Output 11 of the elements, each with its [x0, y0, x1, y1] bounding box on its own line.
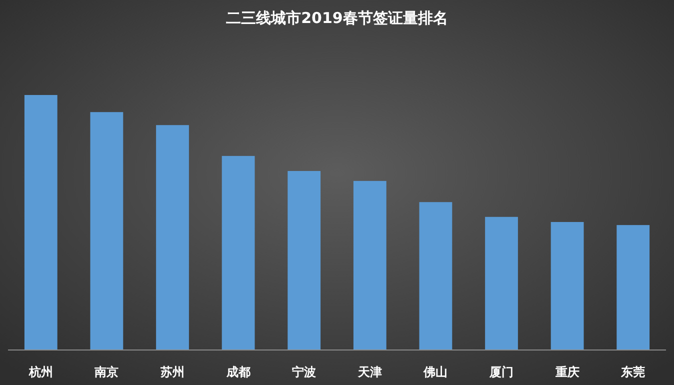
x-tick-label: 东莞 [620, 365, 646, 379]
chart-title: 二三线城市2019春节签证量排名 [226, 9, 448, 27]
x-tick-label: 南京 [94, 365, 119, 379]
x-tick-label: 厦门 [488, 365, 514, 379]
x-tick-label: 杭州 [28, 365, 53, 379]
x-tick-label: 成都 [225, 365, 250, 379]
x-tick-label: 天津 [356, 365, 382, 379]
x-tick-label: 宁波 [292, 365, 318, 379]
x-tick-label: 苏州 [160, 365, 184, 379]
x-tick-label: 重庆 [554, 365, 580, 379]
x-tick-label: 佛山 [422, 365, 448, 379]
